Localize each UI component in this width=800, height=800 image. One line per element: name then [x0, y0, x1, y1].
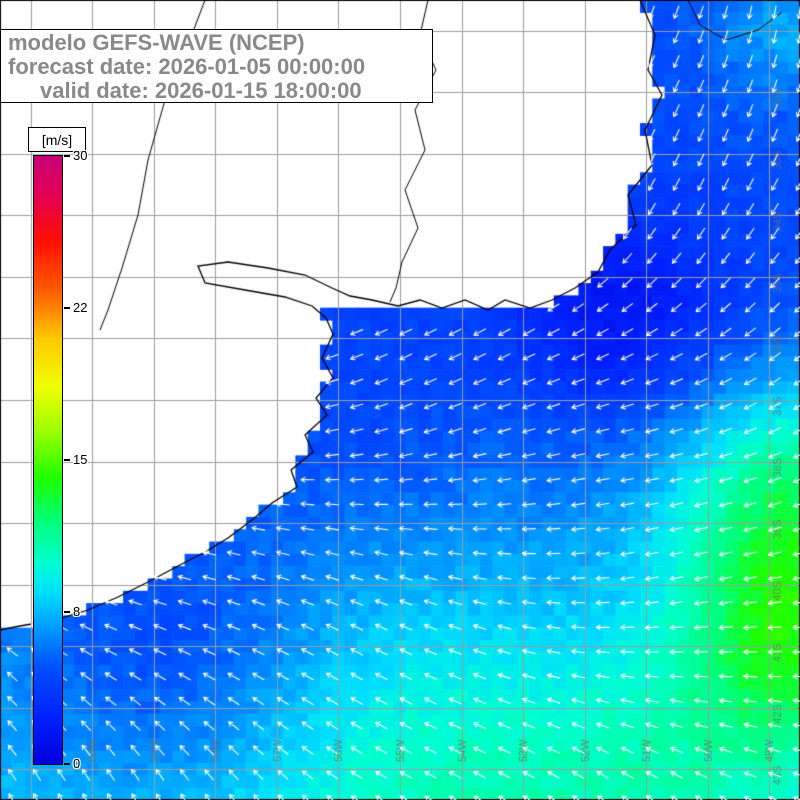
colorbar-tick-label: 0 — [73, 756, 81, 771]
colorbar — [33, 155, 63, 765]
forecast-date: forecast date: 2026-01-05 00:00:00 — [8, 54, 366, 79]
map-title-box: modelo GEFS-WAVE (NCEP) forecast date: 2… — [0, 29, 433, 103]
colorbar-tick — [64, 611, 70, 613]
colorbar-tick — [64, 155, 70, 157]
colorbar-tick — [64, 307, 70, 309]
colorbar-tick-label: 8 — [73, 604, 81, 619]
colorbar-tick — [64, 459, 70, 461]
model-title: modelo GEFS-WAVE (NCEP) — [8, 30, 305, 55]
colorbar-tick — [64, 763, 70, 765]
colorbar-tick-label: 30 — [73, 148, 88, 163]
valid-date: valid date: 2026-01-15 18:00:00 — [40, 78, 362, 103]
colorbar-tick-label: 15 — [73, 452, 88, 467]
unit-text: [m/s] — [41, 131, 73, 148]
colorbar-unit-label: [m/s] — [28, 127, 86, 152]
colorbar-gradient — [34, 156, 62, 764]
colorbar-tick-label: 22 — [73, 300, 88, 315]
